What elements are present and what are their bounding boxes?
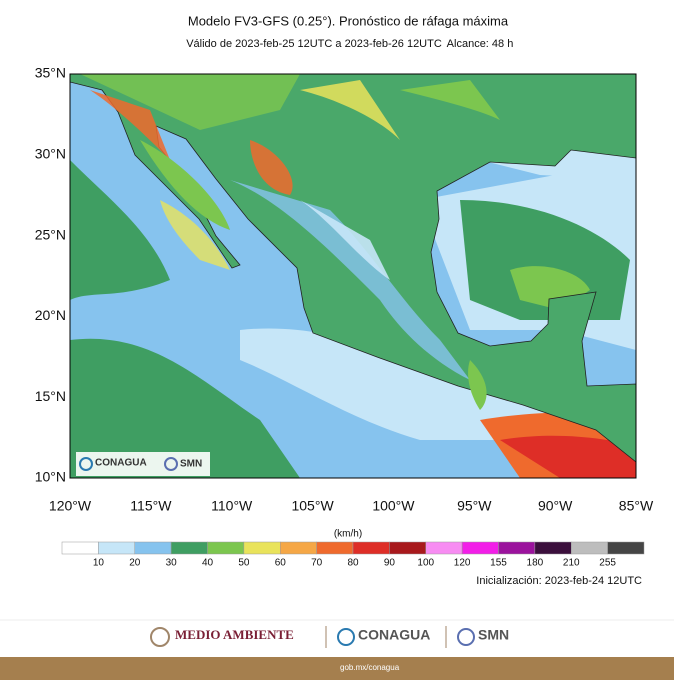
logo-icon: [164, 457, 178, 471]
colorbar-segment: [316, 541, 354, 555]
lon-label: 110°W: [211, 498, 253, 514]
colorbar-segment: [207, 541, 245, 555]
logo-icon: [150, 627, 170, 647]
colorbar-label: 90: [384, 558, 396, 569]
colorbar-label: 210: [563, 558, 580, 569]
colorbar-label: 155: [490, 558, 507, 569]
footer-logo: SMN: [478, 627, 509, 643]
footer-url: gob.mx/conagua: [340, 663, 400, 672]
colorbar-segment: [534, 541, 572, 555]
colorbar-label: 10: [93, 558, 105, 569]
footer-bar: [0, 657, 674, 680]
logo-icon: [457, 628, 475, 646]
colorbar-segment: [389, 541, 426, 555]
range: Alcance: 48 h: [447, 38, 514, 50]
colorbar-label: 60: [275, 558, 287, 569]
lat-label: 25°N: [35, 226, 66, 242]
lat-label: 20°N: [35, 307, 66, 323]
colorbar-label: 100: [417, 558, 434, 569]
lon-label: 90°W: [538, 498, 573, 514]
colorbar-label: 20: [129, 558, 141, 569]
footer-logo: CONAGUA: [358, 627, 430, 643]
colorbar-label: 120: [454, 558, 471, 569]
footer-logo: MEDIO AMBIENTE: [175, 627, 294, 642]
colorbar-segment: [607, 541, 645, 555]
map: [70, 74, 636, 478]
logo-icon: [79, 457, 93, 471]
colorbar-segment: [280, 541, 317, 555]
lon-label: 100°W: [372, 498, 415, 514]
init: Inicialización: 2023-feb-24 12UTC: [476, 575, 642, 587]
colorbar-unit: (km/h): [334, 529, 362, 540]
map-logo-box: [76, 452, 210, 476]
lat-label: 10°N: [35, 469, 66, 485]
colorbar-segment: [461, 541, 499, 555]
map-logo: CONAGUA: [95, 458, 147, 469]
colorbar-segment: [352, 541, 390, 555]
colorbar-segment: [243, 541, 281, 555]
colorbar-segment: [134, 541, 172, 555]
lat-label: 35°N: [35, 65, 66, 81]
lon-label: 85°W: [619, 498, 654, 514]
lon-label: 95°W: [457, 498, 492, 514]
logo-icon: [337, 628, 355, 646]
map-frame: [69, 73, 637, 479]
colorbar-segment: [498, 541, 536, 555]
lon-label: 105°W: [291, 498, 334, 514]
colorbar-segment: [571, 541, 608, 555]
map-logo: SMN: [180, 459, 202, 470]
colorbar-segment: [170, 541, 208, 555]
colorbar-label: 80: [347, 558, 359, 569]
lon-label: 115°W: [130, 498, 172, 514]
colorbar-segment: [425, 541, 463, 555]
colorbar-segment: [61, 541, 99, 555]
colorbar-label: 40: [202, 558, 214, 569]
colorbar-label: 50: [238, 558, 250, 569]
lon-label: 120°W: [49, 498, 92, 514]
subtitle: Válido de 2023-feb-25 12UTC a 2023-feb-2…: [186, 38, 442, 50]
colorbar-label: 180: [527, 558, 544, 569]
colorbar-label: 70: [311, 558, 323, 569]
colorbar-label: 255: [599, 558, 616, 569]
lat-label: 30°N: [35, 146, 66, 162]
colorbar-segment: [98, 541, 135, 555]
colorbar-label: 30: [166, 558, 178, 569]
title: Modelo FV3-GFS (0.25°). Pronóstico de rá…: [188, 13, 509, 28]
lat-label: 15°N: [35, 388, 66, 404]
